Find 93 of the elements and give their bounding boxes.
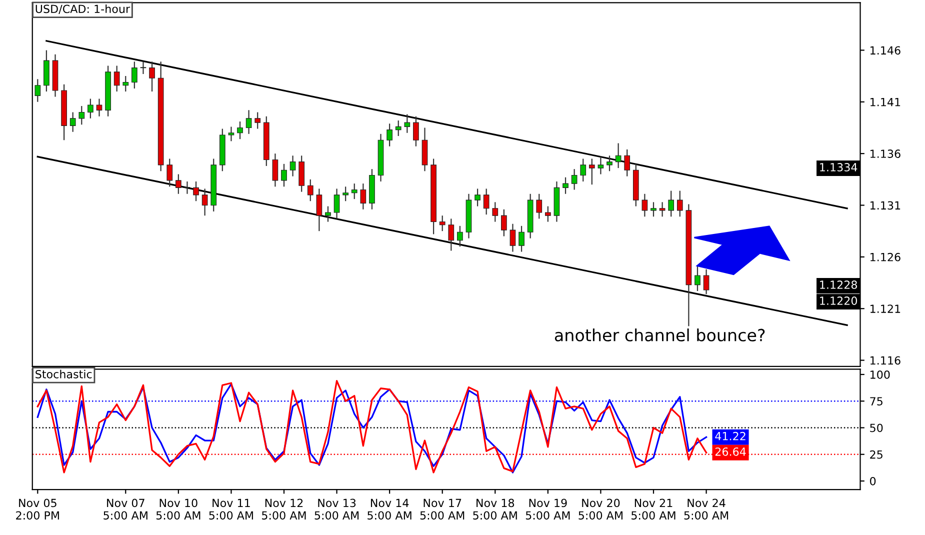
candlestick <box>298 155 305 192</box>
candlestick <box>149 61 155 92</box>
candlestick <box>386 123 392 147</box>
candlestick <box>34 78 41 102</box>
y-tick-label: 25 <box>870 450 882 459</box>
y-tick-label: 1.141 <box>870 98 900 106</box>
candlestick <box>70 112 76 132</box>
x-tick-label: Nov 17 5:00 AM <box>420 498 464 520</box>
y-tick-label: 0 <box>870 476 876 486</box>
x-tick-label: Nov 07 5:00 AM <box>104 498 148 520</box>
data-label: 41.22 <box>715 432 746 440</box>
candlestick <box>492 202 498 222</box>
candlestick <box>78 105 85 126</box>
x-tick-label: Nov 21 5:00 AM <box>632 498 676 520</box>
x-tick-label: Nov 05 2:00 PM <box>16 498 59 520</box>
candlestick <box>694 264 700 292</box>
candlestick <box>562 176 568 194</box>
candlestick <box>588 158 595 186</box>
candlestick <box>166 158 173 188</box>
candlestick <box>316 188 322 232</box>
annotation: 1.1334 <box>820 163 858 172</box>
x-tick-label: Nov 13 5:00 AM <box>314 498 359 520</box>
candlestick <box>114 65 120 92</box>
candlestick <box>676 190 683 218</box>
candlestick <box>228 126 234 142</box>
annotation: 1.1220 <box>820 296 858 305</box>
y-tick-label: 1.131 <box>870 201 900 210</box>
annotation: another channel bounce? <box>554 328 765 342</box>
y-tick-label: 100 <box>870 370 890 379</box>
candlestick <box>448 218 454 252</box>
candlestick <box>536 193 542 220</box>
x-tick-label: Nov 12 5:00 AM <box>262 498 306 520</box>
candlestick <box>140 61 146 75</box>
candlestick <box>254 112 261 130</box>
candlestick <box>457 225 463 248</box>
candlestick <box>580 158 586 182</box>
candlestick <box>334 188 340 220</box>
candlestick <box>404 114 410 134</box>
candlestick <box>88 98 94 119</box>
candlestick <box>360 182 366 210</box>
candlestick <box>615 142 622 169</box>
candlestick <box>176 174 182 194</box>
candlestick <box>290 155 296 177</box>
candlestick <box>571 168 578 190</box>
candlestick <box>642 193 648 218</box>
candlestick <box>439 215 446 232</box>
y-tick-label: 1.136 <box>870 150 900 158</box>
candlestick <box>395 120 402 137</box>
candlestick <box>510 223 516 252</box>
candlestick <box>624 148 630 177</box>
x-tick-label: Nov 20 5:00 AM <box>578 498 622 520</box>
y-tick-label: 1.116 <box>870 356 900 365</box>
candlestick <box>501 208 507 237</box>
x-tick-label: Nov 14 5:00 AM <box>368 498 412 520</box>
candlestick <box>237 120 243 140</box>
chart-title: USD/CAD: 1-hour <box>36 4 130 14</box>
candlestick <box>668 190 674 218</box>
candlestick <box>202 188 208 216</box>
candlestick <box>413 116 419 147</box>
chart-title: Stochastic <box>36 370 92 378</box>
candlestick <box>518 225 524 252</box>
candlestick <box>184 180 190 194</box>
x-tick-label: Nov 24 5:00 AM <box>684 498 728 520</box>
candlestick <box>281 163 287 188</box>
candlestick <box>132 61 138 90</box>
x-tick-label: Nov 11 5:00 AM <box>209 498 253 520</box>
candlestick <box>272 153 278 188</box>
x-tick-label: Nov 10 5:00 AM <box>156 498 200 520</box>
candlestick <box>246 110 252 134</box>
y-tick-label: 50 <box>870 424 883 432</box>
candlestick <box>193 180 199 202</box>
y-tick-label: 75 <box>870 397 882 406</box>
candlestick <box>545 206 551 222</box>
y-tick-label: 1.146 <box>870 46 900 55</box>
candlestick <box>122 76 129 92</box>
data-label: 26.64 <box>715 447 746 456</box>
y-tick-label: 1.121 <box>870 304 900 313</box>
annotation: 1.1228 <box>820 280 858 289</box>
candlestick <box>474 188 480 207</box>
candlestick <box>96 98 102 117</box>
candlestick <box>483 188 490 216</box>
x-tick-label: Nov 18 5:00 AM <box>473 498 517 520</box>
candlestick <box>307 178 314 202</box>
candlestick <box>650 202 656 218</box>
y-tick-label: 1.126 <box>870 252 900 262</box>
candlestick <box>325 206 331 222</box>
candlestick <box>659 202 666 218</box>
candlestick <box>598 156 604 175</box>
x-tick-label: Nov 19 5:00 AM <box>526 498 570 520</box>
candlestick <box>351 182 358 200</box>
candlestick <box>606 155 612 172</box>
candlestick <box>703 268 710 295</box>
candlestick <box>342 186 348 202</box>
